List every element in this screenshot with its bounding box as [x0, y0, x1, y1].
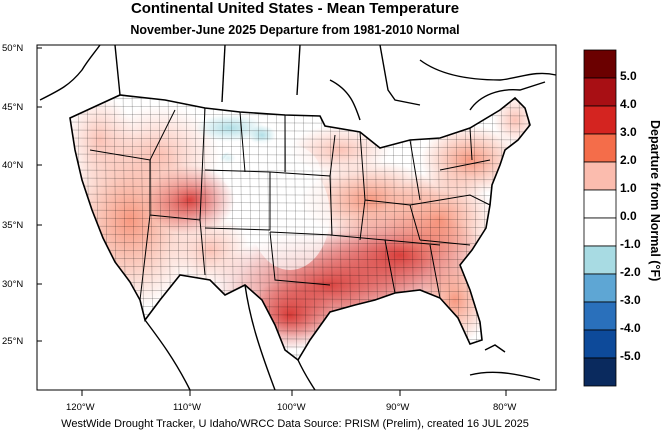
lat-label-50: 50°N	[2, 43, 24, 54]
colorbar-swatch	[583, 273, 617, 303]
lon-label-80: 80°W	[493, 402, 517, 413]
lat-label-30: 30°N	[2, 279, 24, 290]
country-borders	[39, 44, 557, 391]
state-borders	[89, 107, 491, 301]
colorbar-label-neg3: -3.0	[620, 293, 641, 307]
colorbar-label-1: 1.0	[620, 181, 637, 195]
colorbar-swatch	[583, 49, 617, 79]
colorbar-title-text: Departure from Normal (°F)	[648, 120, 662, 282]
colorbar-label-2: 2.0	[620, 153, 637, 167]
colorbar-label-neg5: -5.0	[620, 349, 641, 363]
colorbar-swatch	[583, 301, 617, 331]
map-subtitle: November-June 2025 Departure from 1981-2…	[130, 23, 460, 37]
colorbar-swatch	[583, 77, 617, 107]
conus-outline	[69, 94, 531, 362]
colorbar-swatch	[583, 329, 617, 359]
colorbar-swatch	[583, 133, 617, 163]
colorbar-label-neg1: -1.0	[620, 237, 641, 251]
lat-label-40: 40°N	[2, 160, 24, 171]
colorbar-label-0: 0.0	[620, 209, 637, 223]
axis-ticks	[37, 47, 507, 396]
lat-label-35: 35°N	[2, 220, 24, 231]
lat-label-25: 25°N	[2, 336, 24, 347]
colorbar-title: Departure from Normal (°F)	[648, 120, 671, 380]
colorbar-swatch	[583, 161, 617, 191]
colorbar-label-neg4: -4.0	[620, 321, 641, 335]
lon-label-100: 100°W	[277, 402, 306, 413]
colorbar-label-4: 4.0	[620, 97, 637, 111]
map-title: Continental United States - Mean Tempera…	[130, 0, 460, 17]
colorbar-label-5: 5.0	[620, 69, 637, 83]
lat-label-45: 45°N	[2, 102, 24, 113]
colorbar-swatch	[583, 189, 617, 219]
lon-label-120: 120°W	[66, 402, 95, 413]
colorbar-label-3: 3.0	[620, 125, 637, 139]
footer-credit: WestWide Drought Tracker, U Idaho/WRCC D…	[61, 418, 529, 430]
colorbar-swatch	[583, 105, 617, 135]
lon-label-90: 90°W	[386, 402, 410, 413]
lon-label-110: 110°W	[173, 402, 201, 413]
colorbar-swatch	[583, 357, 617, 387]
colorbar-label-neg2: -2.0	[620, 265, 641, 279]
colorbar-swatch	[583, 245, 617, 275]
colorbar-swatches	[583, 49, 617, 387]
colorbar-swatch	[583, 217, 617, 247]
